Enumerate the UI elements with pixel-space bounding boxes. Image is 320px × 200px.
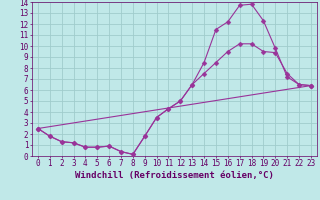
X-axis label: Windchill (Refroidissement éolien,°C): Windchill (Refroidissement éolien,°C) (75, 171, 274, 180)
